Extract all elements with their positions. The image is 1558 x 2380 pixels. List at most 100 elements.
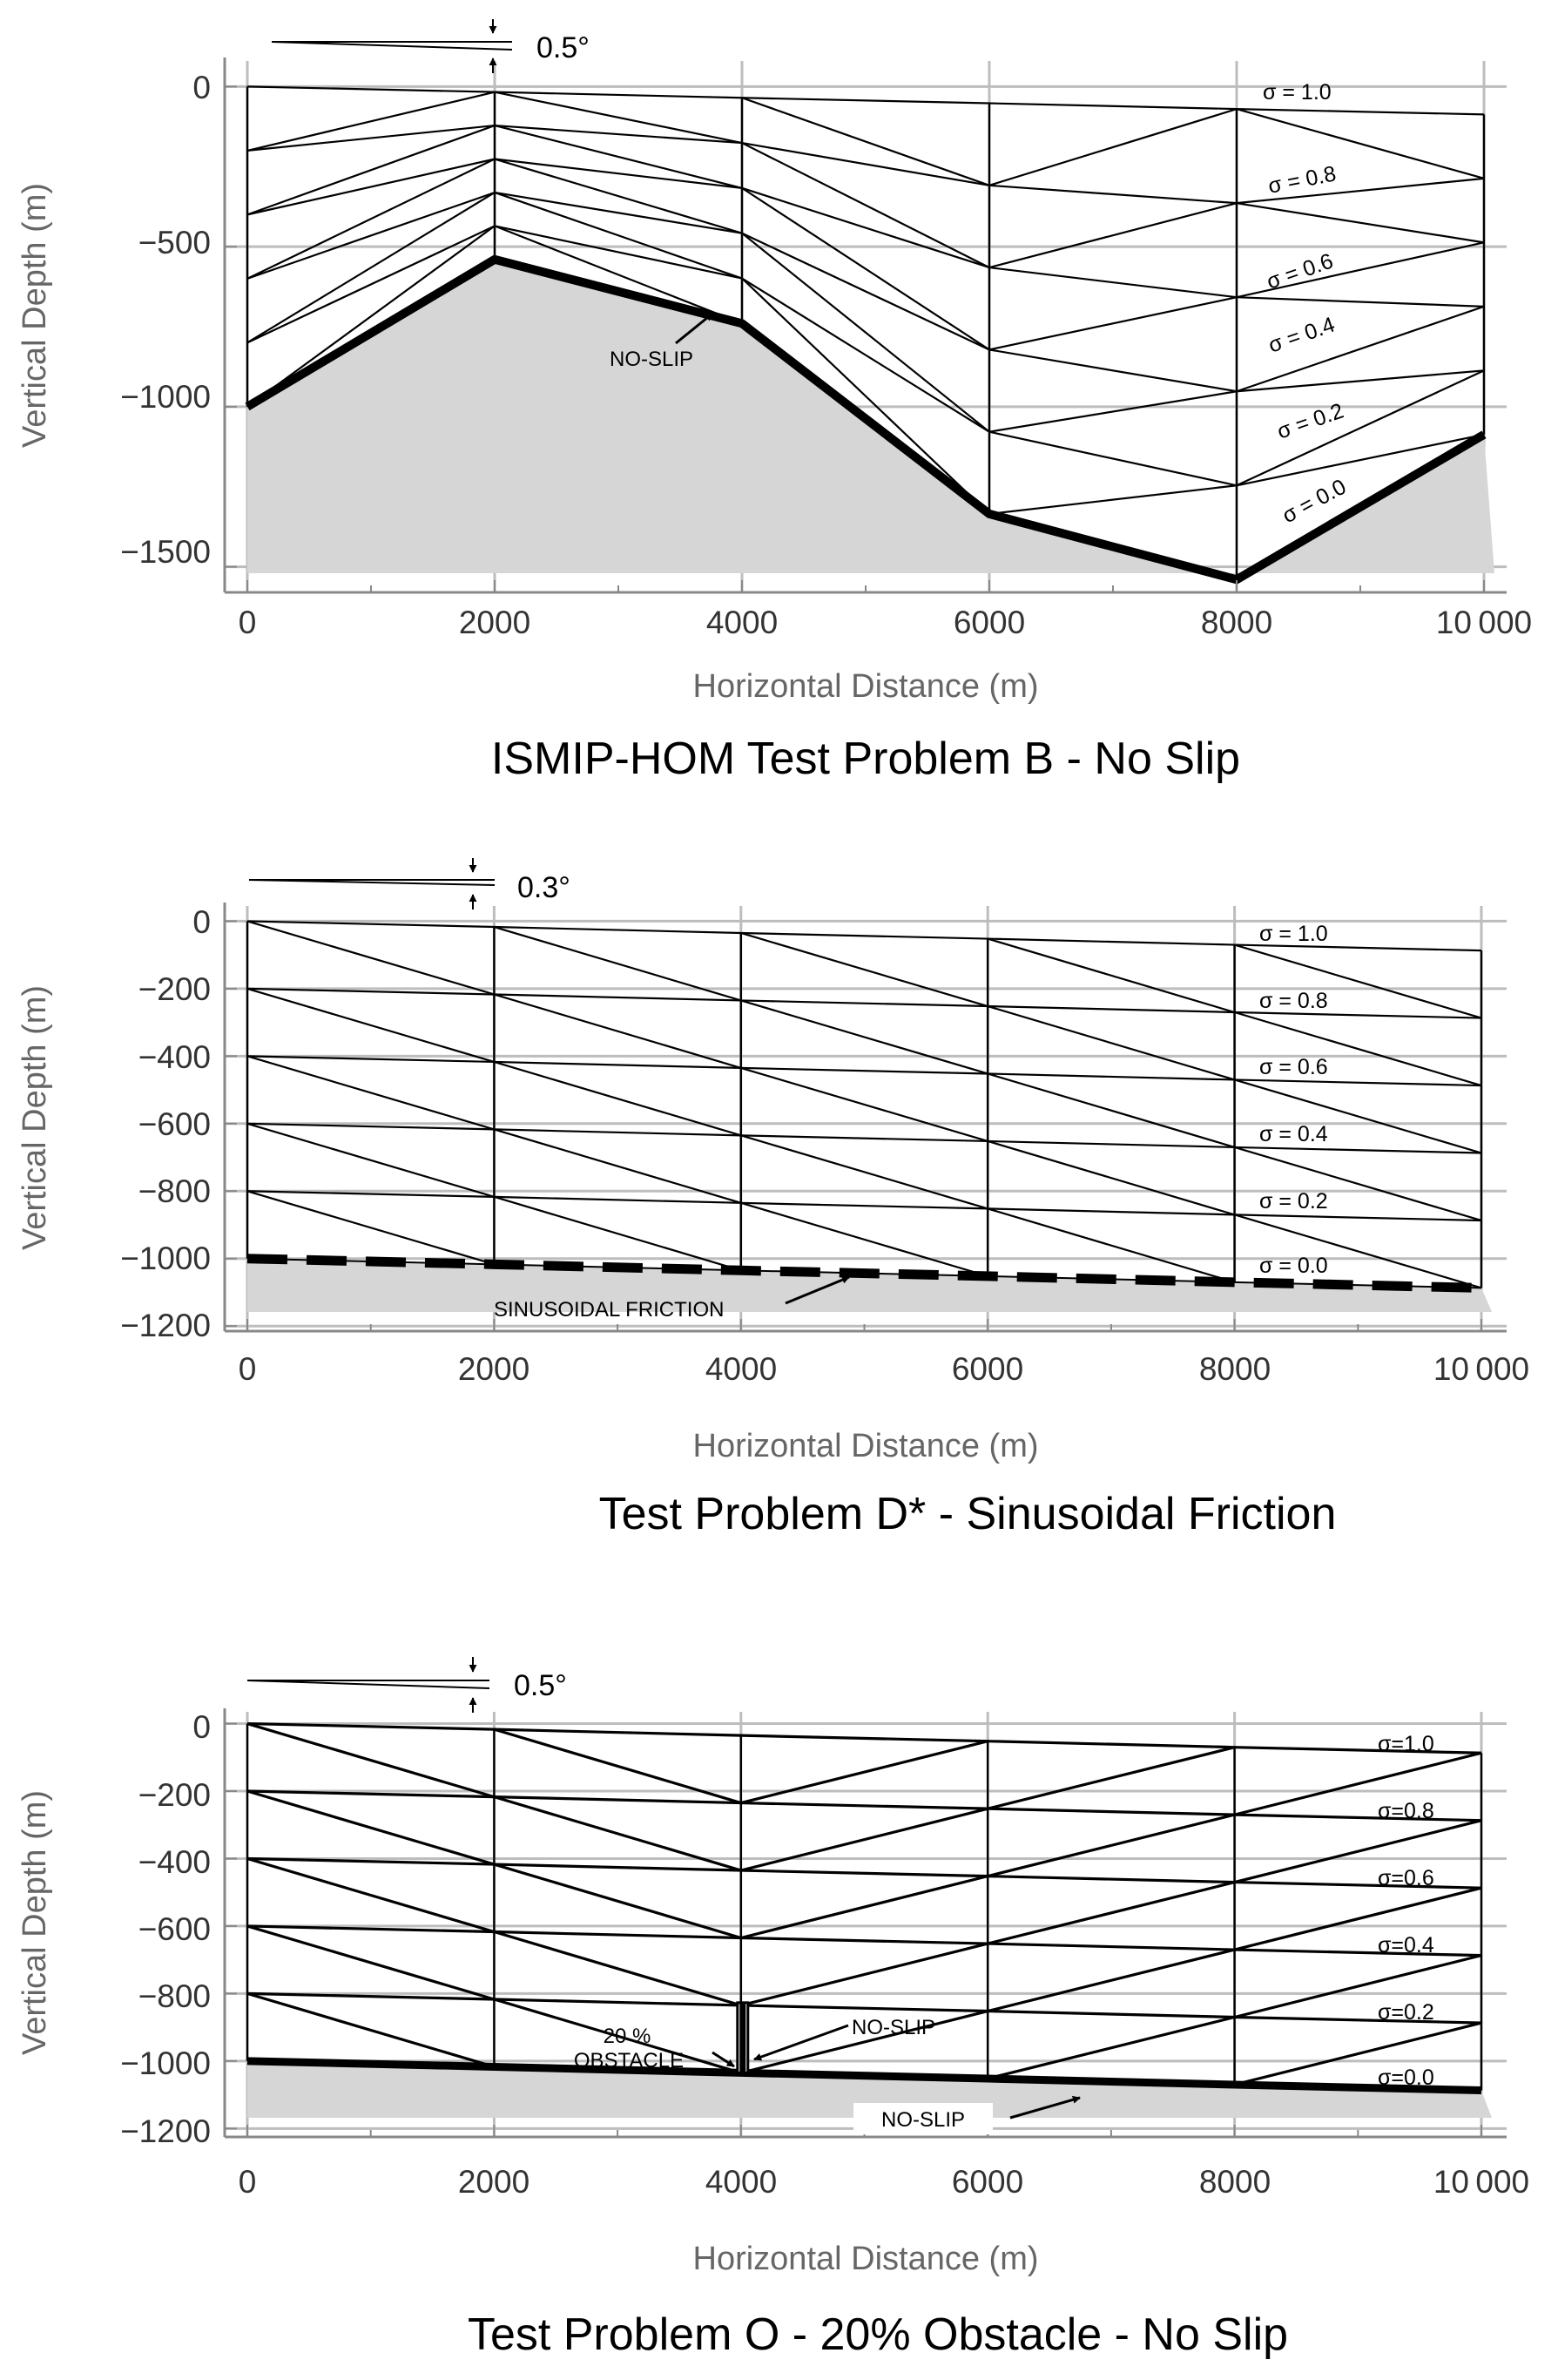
mesh-diagonal-line: [246, 1722, 495, 1799]
mesh-sigma-line: [246, 191, 1485, 393]
mesh-diagonal-line: [494, 925, 742, 1002]
x-tick-label: 8000: [1199, 2164, 1271, 2200]
mesh-diagonal-line: [740, 1875, 988, 1940]
sigma-label: σ = 0.4: [1259, 1122, 1328, 1146]
panel-b-x-ticks: 0 2000 4000 6000 8000 10 000: [239, 605, 1532, 640]
panel-d-mesh: [246, 920, 1483, 1289]
mesh-diagonal-line: [493, 1930, 742, 2007]
mesh-sigma-line: [246, 85, 1485, 116]
x-tick-label: 8000: [1201, 605, 1272, 640]
y-tick-label: 0: [192, 1709, 211, 1745]
sigma-label: σ = 1.0: [1263, 80, 1332, 105]
mesh-diagonal-line: [246, 1055, 495, 1131]
panel-o-axes: [223, 1708, 1507, 2139]
sigma-label: σ = 0.6: [1264, 249, 1337, 294]
sigma-label: σ=1.0: [1378, 1732, 1434, 1756]
y-tick-label: −500: [138, 225, 211, 260]
x-tick-label: 2000: [458, 1351, 529, 1387]
bed-no-slip-line: [245, 254, 1487, 585]
x-tick-label: 4000: [705, 2164, 777, 2200]
mesh-diagonal-line: [246, 1190, 495, 1266]
y-tick-label: −800: [138, 1173, 211, 1209]
panel-b-bed-fill: [247, 259, 1494, 580]
panel-d-axes: [223, 903, 1507, 1333]
y-tick-label: −800: [138, 1978, 211, 2014]
x-tick-label: 6000: [952, 1351, 1023, 1387]
sigma-label: σ=0.4: [1378, 1933, 1434, 1957]
mesh-diagonal-line: [740, 1807, 988, 1872]
mesh-diagonal-line: [493, 1863, 742, 1940]
mesh-diagonal-line: [740, 999, 988, 1075]
mesh-diagonal-line: [988, 202, 1238, 269]
y-tick-label: −400: [138, 1844, 211, 1880]
mesh-diagonal-line: [494, 125, 743, 189]
panel-o-y-axis-title: Vertical Depth (m): [17, 1790, 53, 2055]
y-tick-label: 0: [192, 70, 211, 105]
sigma-label: σ=0.2: [1378, 2000, 1434, 2025]
x-tick-label: 0: [239, 1351, 257, 1387]
mesh-diagonal-line: [987, 1813, 1235, 1878]
panel-b-y-ticks: 0 −500 −1000 −1500: [120, 70, 211, 570]
mesh-diagonal-line: [987, 1139, 1235, 1216]
sigma-label: σ = 1.0: [1259, 922, 1328, 946]
mesh-diagonal-line: [1236, 433, 1485, 487]
x-tick-label: 6000: [952, 2164, 1023, 2200]
panel-d-bed-line: [246, 1254, 1482, 1293]
panel-o-x-ticks: 0 2000 4000 6000 8000 10 000: [239, 2164, 1529, 2200]
panel-o-wall-no-slip-label: NO-SLIP: [852, 2016, 935, 2039]
x-tick-label: 4000: [705, 1351, 777, 1387]
mesh-diagonal-line: [1234, 1954, 1482, 2019]
mesh-sigma-line: [246, 225, 1485, 487]
panel-o-x-axis-title: Horizontal Distance (m): [693, 2241, 1039, 2277]
bed-friction-dashed-line: [246, 1254, 1482, 1293]
panel-d-slope-angle-marker: 0.3°: [248, 858, 570, 909]
bed-region: [247, 1258, 1492, 1312]
mesh-diagonal-line: [740, 1134, 988, 1210]
mesh-diagonal-line: [494, 191, 743, 280]
panel-b-title: ISMIP-HOM Test Problem B - No Slip: [491, 734, 1240, 784]
panel-o-mesh: [246, 1721, 1483, 2091]
mesh-diagonal-line: [1234, 1886, 1482, 1951]
mesh-sigma-line: [246, 1122, 1482, 1154]
mesh-sigma-line: [246, 1190, 1482, 1222]
sigma-label: σ = 0.4: [1265, 313, 1339, 358]
panel-o-bed-line: [246, 2001, 1482, 2095]
mesh-diagonal-line: [246, 987, 495, 1063]
mesh-diagonal-line: [246, 125, 496, 216]
mesh-diagonal-line: [987, 1948, 1235, 2013]
mesh-diagonal-line: [741, 97, 990, 186]
panel-d-friction-label: SINUSOIDAL FRICTION: [494, 1298, 724, 1322]
panel-o-obstacle-percent: 20 %: [604, 2025, 651, 2048]
x-tick-label: 4000: [706, 605, 778, 640]
panel-b-mesh: [246, 85, 1486, 580]
bed-region: [247, 2060, 1492, 2118]
panel-b-sigma-labels: σ = 1.0 σ = 0.8 σ = 0.6 σ = 0.4 σ = 0.2 …: [1263, 80, 1350, 528]
mesh-sigma-line: [246, 1991, 1482, 2025]
mesh-diagonal-line: [741, 232, 990, 433]
y-tick-label: −1000: [120, 1241, 211, 1276]
sigma-label: σ = 0.2: [1259, 1189, 1328, 1214]
panel-o-bed-no-slip-callout: NO-SLIP: [853, 2095, 1081, 2134]
mesh-sigma-line: [246, 1789, 1482, 1822]
sigma-label: σ=0.8: [1378, 1799, 1434, 1823]
x-tick-label: 0: [239, 2164, 257, 2200]
y-tick-label: −1200: [120, 1308, 211, 1343]
sigma-label: σ=0.0: [1378, 2066, 1434, 2090]
panel-o-obstacle-callout: 20 % OBSTACLE: [574, 2025, 735, 2072]
mesh-diagonal-line: [988, 390, 1238, 433]
panel-d-title: Test Problem D* - Sinusoidal Friction: [599, 1489, 1337, 1539]
y-tick-label: −200: [138, 1777, 211, 1813]
y-tick-label: −200: [138, 971, 211, 1007]
panel-o-title: Test Problem O - 20% Obstacle - No Slip: [468, 2309, 1288, 2360]
mesh-diagonal-line: [1236, 108, 1485, 179]
mesh-sigma-line: [246, 1856, 1482, 1890]
mesh-diagonal-line: [987, 1746, 1235, 1810]
mesh-diagonal-line: [1234, 1819, 1482, 1884]
x-tick-label: 10 000: [1433, 2164, 1529, 2200]
panel-b-slope-angle: 0.5°: [536, 31, 590, 64]
mesh-diagonal-line: [740, 1942, 988, 2007]
panel-o: 0 2000 4000 6000 8000 10 000 0 −200 −400…: [17, 1657, 1529, 2360]
panel-b-bed-line: [245, 254, 1487, 585]
mesh-diagonal-line: [740, 931, 988, 1008]
